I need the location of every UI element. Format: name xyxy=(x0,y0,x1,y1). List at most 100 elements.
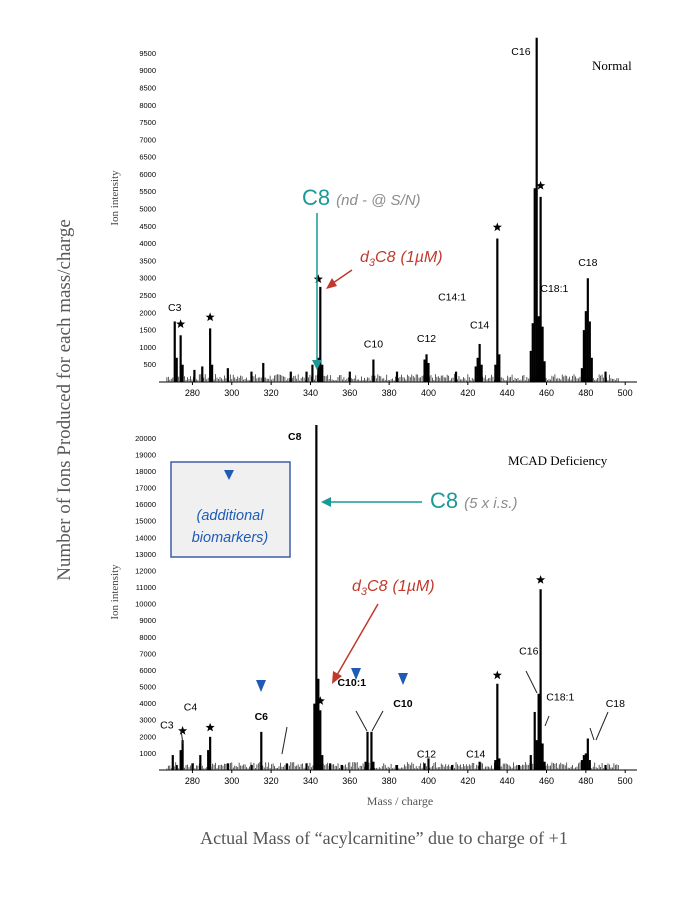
peak-label: C12 xyxy=(417,749,436,761)
star-marker xyxy=(178,726,188,735)
label-layer: C8 C3 C4 C6 C10:1 C10 C12 C14 C16 C18:1 C18 C8 (5 x … xyxy=(160,431,625,761)
y-tick-label: 11000 xyxy=(136,583,156,592)
d3c8-note: (1µM) xyxy=(392,578,434,595)
x-tick-label: 460 xyxy=(539,776,554,786)
star-marker xyxy=(205,722,215,732)
normal-spectrum-panel: Normal Ion intensity 500 1000 1500 2000 2500… xyxy=(109,37,637,398)
peak-label: C14 xyxy=(470,319,489,331)
peak-label: C18:1 xyxy=(546,691,574,703)
y-tick-label: 12000 xyxy=(135,566,156,575)
x-tick-label: 440 xyxy=(500,776,515,786)
d3c8-annotation: d3C8 (1µM) xyxy=(360,249,443,269)
y-tick-label: 20000 xyxy=(135,434,156,443)
x-tick-label: 500 xyxy=(618,776,633,786)
label-leader-line xyxy=(371,710,384,732)
panel-x-label: Mass / charge xyxy=(367,794,433,808)
c8-annotation-note: (5 x i.s.) xyxy=(464,495,517,512)
biomarker-box-line: (additional xyxy=(197,508,265,524)
y-tick-label: 1500 xyxy=(139,326,156,335)
c8-arrow-head xyxy=(321,497,331,507)
y-tick-label: 3000 xyxy=(139,274,156,283)
tick-layer: 5001000150020002500300035004000450050005… xyxy=(139,49,637,398)
y-tick-label: 9000 xyxy=(139,66,156,75)
y-tick-label: 6000 xyxy=(139,170,156,179)
x-tick-label: 380 xyxy=(382,388,397,398)
peak-label: C10 xyxy=(393,698,412,710)
y-tick-label: 4500 xyxy=(139,222,156,231)
y-tick-label: 9500 xyxy=(139,49,156,58)
x-tick-label: 380 xyxy=(382,776,397,786)
peak-label: C8 xyxy=(288,431,302,443)
y-tick-label: 4000 xyxy=(139,699,156,708)
d3c8-prefix: d xyxy=(352,578,362,595)
x-tick-label: 500 xyxy=(618,388,633,398)
x-tick-label: 320 xyxy=(264,388,279,398)
y-tick-label: 3000 xyxy=(139,716,156,725)
x-tick-label: 480 xyxy=(578,388,593,398)
x-tick-label: 340 xyxy=(303,776,318,786)
c8-arrow-head xyxy=(312,360,322,370)
panel-title: Normal xyxy=(592,58,632,73)
d3c8-prefix: d xyxy=(360,249,370,266)
y-tick-label: 15000 xyxy=(135,517,156,526)
y-tick-label: 9000 xyxy=(139,616,156,625)
panel-y-label: Ion intensity xyxy=(109,564,121,620)
x-tick-label: 360 xyxy=(342,776,357,786)
x-tick-label: 280 xyxy=(185,388,200,398)
peak-label: C3 xyxy=(168,302,182,314)
peak-label: C18:1 xyxy=(540,283,568,295)
d3c8-main: C8 xyxy=(375,249,396,266)
peak-label: C10:1 xyxy=(337,677,366,689)
star-marker xyxy=(315,696,325,705)
peak-label: C6 xyxy=(255,711,269,723)
x-tick-label: 400 xyxy=(421,776,436,786)
x-tick-label: 440 xyxy=(500,388,515,398)
peak-label: C14:1 xyxy=(438,292,466,304)
y-tick-label: 5000 xyxy=(139,205,156,214)
star-marker xyxy=(536,575,546,584)
biomarker-box-line: biomarkers) xyxy=(192,530,269,546)
star-marker xyxy=(492,222,502,232)
y-tick-label: 2000 xyxy=(139,308,156,317)
label-leader-line xyxy=(180,729,184,745)
c8-annotation: C8 (nd - @ S/N) xyxy=(302,185,421,210)
peak-label: C14 xyxy=(466,749,485,761)
y-tick-label: 3500 xyxy=(139,256,156,265)
y-tick-label: 19000 xyxy=(135,450,156,459)
star-marker xyxy=(492,670,502,680)
y-tick-label: 8000 xyxy=(139,633,156,642)
peak-label: C16 xyxy=(519,646,538,658)
c8-annotation-note: (nd - @ S/N) xyxy=(336,192,420,209)
d3c8-annotation: d3C8 (1µM) xyxy=(352,578,435,598)
x-tick-label: 340 xyxy=(303,388,318,398)
y-tick-label: 2000 xyxy=(139,732,156,741)
label-leader-line xyxy=(589,727,595,741)
peak-label: C3 xyxy=(160,720,174,732)
x-tick-label: 480 xyxy=(578,776,593,786)
label-leader-line xyxy=(544,715,550,727)
y-tick-label: 1000 xyxy=(139,749,156,758)
label-leader-line xyxy=(595,711,609,741)
star-marker xyxy=(313,274,323,283)
biomarker-triangle-icon xyxy=(256,680,266,692)
x-tick-label: 400 xyxy=(421,388,436,398)
label-leader-line xyxy=(355,710,368,732)
peak-label: C16 xyxy=(511,46,530,58)
y-tick-label: 4000 xyxy=(139,239,156,248)
d3c8-sub: 3 xyxy=(369,257,376,269)
y-tick-label: 17000 xyxy=(135,484,156,493)
peak-label: C18 xyxy=(606,698,625,710)
y-tick-label: 2500 xyxy=(139,291,156,300)
label-leader-line xyxy=(281,726,288,755)
x-tick-label: 360 xyxy=(342,388,357,398)
y-tick-label: 13000 xyxy=(135,550,156,559)
y-tick-label: 6000 xyxy=(139,666,156,675)
figure-x-label: Actual Mass of “acylcarnitine” due to ch… xyxy=(200,828,568,848)
panel-y-label: Ion intensity xyxy=(109,170,121,226)
x-tick-label: 420 xyxy=(460,388,475,398)
x-tick-label: 300 xyxy=(224,776,239,786)
y-tick-label: 8000 xyxy=(139,101,156,110)
peak-label: C10 xyxy=(364,338,383,350)
y-tick-label: 7000 xyxy=(139,649,156,658)
